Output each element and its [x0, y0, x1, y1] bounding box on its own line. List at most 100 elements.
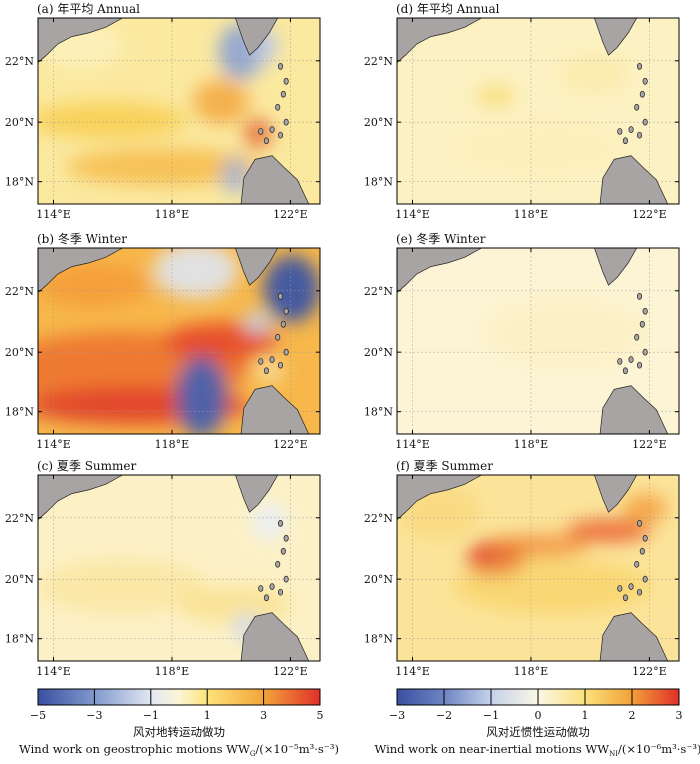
land-masses — [397, 475, 669, 661]
colorbar-2: −3 −2 −1 0 1 2 3 风对近惯性运动做功 Wind work on near-ine… — [374, 688, 700, 758]
mainland-coast — [38, 18, 123, 64]
colorbar-title-en: Wind work on near-inertial motions WWNI/… — [374, 742, 700, 758]
lon-tick-label: 114°E — [395, 665, 430, 678]
colorbar-title-en: Wind work on geostrophic motions WWG/(×1… — [19, 742, 339, 758]
luzon-island — [240, 612, 310, 661]
lon-tick-label: 122°E — [273, 438, 308, 451]
luzon-island — [599, 385, 669, 434]
gridlines — [38, 475, 320, 661]
lon-tick-label: 122°E — [632, 208, 667, 221]
taiwan-island — [594, 18, 638, 56]
taiwan-island — [235, 248, 279, 286]
map-panel-e: (e) 冬季 Winter 22°N 20°N 18°N 114°E 118°E 122°E — [364, 231, 680, 451]
gridlines — [397, 248, 679, 434]
map-frame — [396, 247, 680, 435]
gridlines — [397, 18, 679, 204]
mainland-coast — [397, 248, 482, 294]
mainland-coast — [397, 18, 482, 64]
lon-tick-label: 118°E — [514, 665, 549, 678]
map-panel-f: (f) 夏季 Summer 22°N 20°N 18°N 114°E 118°E 122°E — [364, 459, 680, 678]
land-masses — [38, 475, 310, 661]
luzon-island — [599, 155, 669, 204]
lat-tick-label: 18°N — [5, 176, 34, 189]
taiwan-island — [235, 18, 279, 56]
lat-tick-label: 18°N — [364, 406, 393, 419]
gridlines — [38, 18, 320, 204]
lon-tick-label: 122°E — [632, 665, 667, 678]
map-frame — [37, 247, 321, 435]
panel-title-f: (f) 夏季 Summer — [396, 459, 493, 473]
colorbar-title-cn: 风对地转运动做功 — [133, 725, 225, 739]
lat-tick-label: 22°N — [364, 285, 393, 298]
wind-work-field — [397, 475, 679, 661]
wind-work-field — [397, 248, 679, 434]
lat-tick-label: 18°N — [5, 406, 34, 419]
lon-tick-label: 118°E — [155, 665, 190, 678]
lon-tick-label: 114°E — [36, 208, 71, 221]
panel-title-e: (e) 冬季 Winter — [396, 231, 486, 246]
colorbar-tick-label: 1 — [204, 709, 211, 722]
colorbar-title-text: Wind work on near-inertial motions WW — [374, 742, 609, 756]
lat-tick-label: 20°N — [5, 116, 34, 129]
lon-tick-label: 114°E — [36, 438, 71, 451]
wind-work-field — [38, 475, 320, 661]
lon-tick-label: 118°E — [514, 438, 549, 451]
luzon-island — [240, 155, 310, 204]
lat-tick-label: 20°N — [5, 573, 34, 586]
lon-tick-label: 122°E — [632, 438, 667, 451]
lon-tick-label: 114°E — [36, 665, 71, 678]
lon-tick-label: 114°E — [395, 438, 430, 451]
colorbar-tick-label: −3 — [86, 709, 102, 722]
colorbar-tick-label: −1 — [483, 709, 499, 722]
lat-tick-label: 20°N — [364, 346, 393, 359]
wind-work-field — [397, 18, 679, 204]
map-panel-a: (a) 年平均 Annual 22°N 20°N 18°N 114°E 118°E 122°… — [5, 2, 321, 221]
taiwan-island — [594, 248, 638, 286]
panel-title-a: (a) 年平均 Annual — [37, 2, 140, 16]
lon-tick-label: 118°E — [155, 438, 190, 451]
colorbar-tick-label: 5 — [317, 709, 324, 722]
mainland-coast — [38, 475, 123, 521]
land-masses — [397, 18, 669, 204]
map-frame — [37, 17, 321, 205]
lat-tick-label: 22°N — [5, 55, 34, 68]
colorbar-title-subscript: G — [250, 750, 256, 758]
colorbar-title-text: Wind work on geostrophic motions WW — [19, 742, 250, 756]
colorbar-title-subscript: NI — [609, 750, 618, 758]
lon-tick-label: 122°E — [273, 208, 308, 221]
land-masses — [38, 18, 310, 204]
panel-title-b: (b) 冬季 Winter — [37, 231, 127, 246]
lon-tick-label: 114°E — [395, 208, 430, 221]
colorbar-title-unit: /(×10⁻⁶m³·s⁻³) — [618, 742, 700, 756]
lat-tick-label: 18°N — [364, 176, 393, 189]
colorbar-title-cn: 风对近惯性运动做功 — [486, 725, 590, 739]
colorbar-tick-label: 2 — [629, 709, 636, 722]
luzon-island — [240, 385, 310, 434]
colorbar-tick-label: 1 — [582, 709, 589, 722]
map-panel-b: (b) 冬季 Winter 22°N 20°N 18°N 114°E 118°E 122°E — [5, 231, 321, 451]
land-masses — [397, 248, 669, 434]
lat-tick-label: 20°N — [364, 116, 393, 129]
colorbar-gradient — [37, 688, 321, 706]
map-frame — [396, 17, 680, 205]
map-frame — [37, 474, 321, 662]
lat-tick-label: 22°N — [5, 512, 34, 525]
taiwan-island — [235, 475, 279, 513]
wind-work-field — [38, 248, 320, 434]
map-panel-d: (d) 年平均 Annual 22°N 20°N 18°N 114°E 118°E 122°… — [364, 2, 680, 221]
panel-title-c: (c) 夏季 Summer — [37, 459, 137, 473]
lon-tick-label: 118°E — [514, 208, 549, 221]
colorbar-tick-label: 3 — [676, 709, 683, 722]
colorbar-1: −5 −3 −1 1 3 5 风对地转运动做功 Wind work on geostrophi… — [19, 688, 339, 758]
taiwan-island — [594, 475, 638, 513]
gridlines — [397, 475, 679, 661]
colorbar-tick-label: 0 — [535, 709, 542, 722]
lat-tick-label: 20°N — [364, 573, 393, 586]
gridlines — [38, 248, 320, 434]
lat-tick-label: 18°N — [364, 633, 393, 646]
map-panel-c: (c) 夏季 Summer 22°N 20°N 18°N 114°E 118°E 122°E — [5, 459, 321, 678]
panel-title-d: (d) 年平均 Annual — [396, 2, 500, 16]
lat-tick-label: 22°N — [5, 285, 34, 298]
land-masses — [38, 248, 310, 434]
lat-tick-label: 22°N — [364, 512, 393, 525]
